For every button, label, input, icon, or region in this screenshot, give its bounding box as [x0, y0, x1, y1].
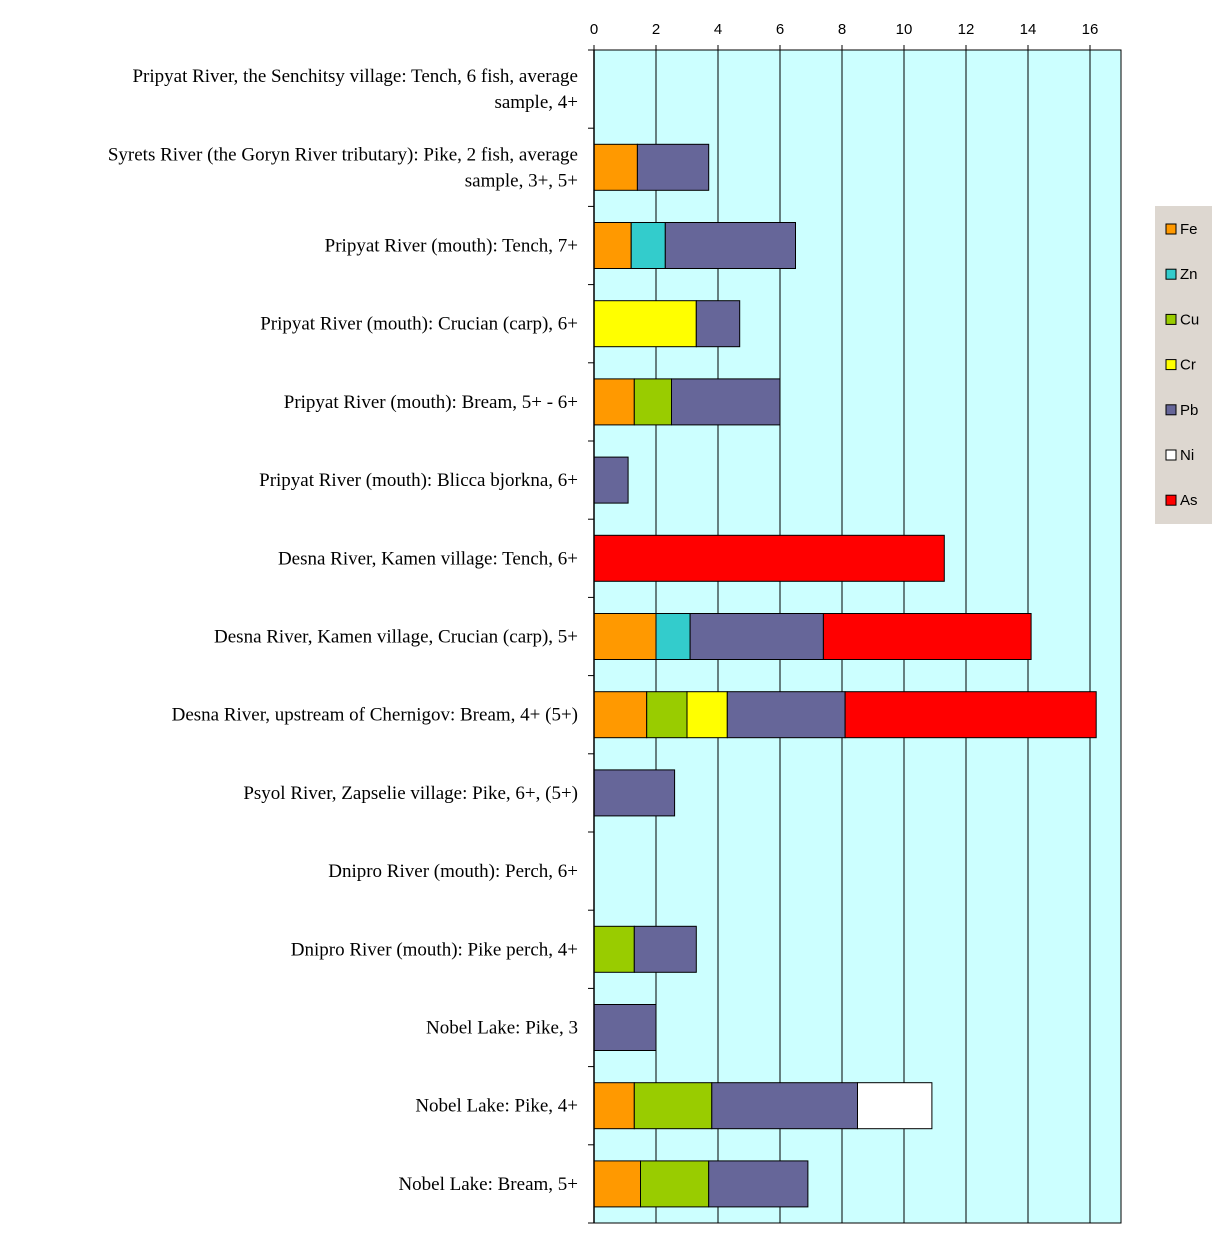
tick-label: 4: [714, 21, 722, 38]
legend-label: Ni: [1180, 447, 1194, 464]
category-label: Dnipro River (mouth): Pike perch, 4+: [291, 939, 578, 960]
tick-label: 8: [838, 21, 846, 38]
bar-segment-pb: Pb: 2: [593, 1004, 657, 1051]
category-label: Nobel Lake: Pike, 4+: [415, 1096, 578, 1117]
legend-swatch: [1165, 449, 1177, 461]
bar-segment-cr: Cr: 1.3: [686, 691, 728, 739]
bar-segment-cu: Cu: 2.5: [633, 1082, 713, 1130]
legend-label: As: [1180, 492, 1198, 509]
category-label: Pripyat River (mouth): Crucian (carp), 6…: [260, 314, 578, 335]
bar-segment-cr: Cr: 3.3: [593, 300, 697, 348]
bar-segment-ni: Ni: 2.4: [857, 1082, 933, 1130]
legend-label: Fe: [1180, 221, 1198, 238]
bar-segment-fe: Fe: 1.5: [593, 1160, 641, 1208]
legend-box: [1155, 206, 1212, 524]
legend-swatch: [1165, 268, 1177, 280]
bar-segment-pb: Pb: 3.2: [708, 1160, 809, 1208]
category-label: Desna River, Kamen village: Tench, 6+: [278, 548, 578, 569]
tick-label: 14: [1020, 21, 1037, 38]
legend-label: Zn: [1180, 266, 1198, 283]
category-label: Pripyat River (mouth): Blicca bjorkna, 6…: [259, 470, 578, 491]
legend-swatch: [1165, 223, 1177, 235]
bar-segment-pb: Pb: 4.7: [711, 1082, 858, 1130]
bar-segment-fe: Fe: 1.3: [593, 1082, 635, 1130]
category-label: Nobel Lake: Bream, 5+: [398, 1174, 578, 1195]
bar-segment-pb: Pb: 2: [633, 925, 697, 973]
category-label: Desna River, upstream of Chernigov: Brea…: [172, 705, 578, 726]
category-label: Pripyat River (mouth): Bream, 5+ - 6+: [284, 392, 578, 413]
bar-segment-pb: Pb: 4.2: [664, 222, 796, 269]
category-label: Pripyat River, the Senchitsy village: Te…: [132, 66, 578, 87]
category-label: Dnipro River (mouth): Perch, 6+: [328, 861, 578, 882]
bar-segment-fe: Fe: 1.4: [593, 143, 638, 191]
legend-label: Cu: [1180, 311, 1199, 328]
bar-segment-pb: Pb: 3.5: [671, 378, 781, 426]
bar-segment-cu: Cu: 1.3: [593, 925, 635, 973]
tick-labels: 0 2 4 6 8 10 12 14 16: [590, 21, 1099, 50]
category-labels: Pripyat River, the Senchitsy village: Te…: [108, 66, 578, 1195]
tick-label: 0: [590, 21, 598, 38]
legend-label: Cr: [1180, 357, 1196, 374]
bar-segment-pb: Pb: 1.4: [695, 300, 741, 348]
legend-swatch: [1165, 359, 1177, 371]
bar-segment-fe: Fe: 1.2: [593, 222, 632, 269]
bar-segment-pb: Pb: 2.6: [593, 769, 676, 817]
category-label: Psyol River, Zapselie village: Pike, 6+,…: [243, 783, 578, 804]
category-label: sample, 3+, 5+: [465, 170, 578, 191]
legend[interactable]: Fe Zn Cu Cr Pb Ni As: [1155, 206, 1212, 524]
bar-segment-pb: Pb: 2.3: [636, 143, 710, 191]
bar-segment-pb: Pb: 3.8: [726, 691, 846, 739]
bar-segment-cu: Cu: 1.3: [646, 691, 688, 739]
bar-segment-pb: Pb: 1.1: [593, 456, 629, 504]
tick-label: 2: [652, 21, 660, 38]
legend-swatch: [1165, 313, 1177, 325]
category-label: sample, 4+: [494, 92, 578, 113]
bar-segment-as: As: 6.7: [822, 613, 1032, 660]
bar-segment-zn: Zn: 1.1: [630, 222, 666, 269]
bar-segment-cu: Cu: 2.2: [640, 1160, 710, 1208]
bar-segment-as: As: 11.3: [593, 534, 945, 582]
legend-swatch: [1165, 404, 1177, 416]
tick-label: 16: [1082, 21, 1099, 38]
bar-segment-cu: Cu: 1.2: [633, 378, 672, 426]
category-label: Nobel Lake: Pike, 3: [426, 1018, 578, 1039]
bar-segment-fe: Fe: 1.7: [593, 691, 648, 739]
bar-segment-pb: Pb: 4.3: [689, 613, 824, 660]
bar-segment-zn: Zn: 1.1: [655, 613, 691, 660]
bar-segment-fe: Fe: 1.3: [593, 378, 635, 426]
tick-label: 12: [958, 21, 975, 38]
bar-segment-as: As: 8.1: [844, 691, 1097, 739]
bars: Fe: 1.4Pb: 2.3Fe: 1.2Zn: 1.1Pb: 4.2Cr: 3…: [593, 143, 1097, 1208]
axes: [588, 49, 595, 1224]
legend-swatch: [1165, 494, 1177, 506]
category-label: Pripyat River (mouth): Tench, 7+: [325, 236, 578, 257]
tick-label: 10: [896, 21, 913, 38]
legend-label: Pb: [1180, 402, 1198, 419]
category-label: Syrets River (the Goryn River tributary)…: [108, 144, 578, 165]
bar-segment-fe: Fe: 2: [593, 613, 657, 660]
category-label: Desna River, Kamen village, Crucian (car…: [214, 627, 578, 648]
tick-label: 6: [776, 21, 784, 38]
